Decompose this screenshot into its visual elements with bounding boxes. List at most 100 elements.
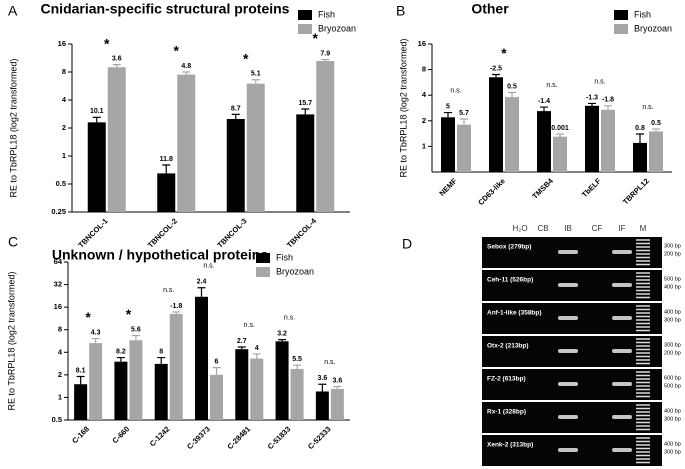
marker-label: 300 bp <box>664 317 681 323</box>
bar <box>457 124 471 172</box>
significance: n.s. <box>642 104 653 111</box>
error-bar <box>636 133 644 143</box>
significance: * <box>243 50 249 66</box>
marker-label: 200 bp <box>664 251 681 257</box>
error-bar <box>278 339 287 342</box>
value-annotation: 5.5 <box>292 356 302 363</box>
value-annotation: 15.7 <box>298 100 312 107</box>
marker-label: 400 bp <box>664 284 681 290</box>
y-tick-label: 2 <box>422 116 426 125</box>
y-tick-label: 8 <box>62 67 66 76</box>
bar <box>553 136 567 172</box>
error-bar <box>293 364 302 369</box>
value-annotation: 5 <box>446 103 450 110</box>
legend-label: Fish <box>318 9 335 19</box>
lane-label: IB <box>564 224 572 233</box>
gel-band <box>558 349 578 353</box>
bar <box>330 388 344 420</box>
gel-band <box>612 382 632 386</box>
value-annotation: 0.001 <box>551 125 569 132</box>
value-annotation: 3.6 <box>112 55 122 62</box>
error-bar <box>197 287 206 297</box>
value-annotation: 4.8 <box>181 63 191 70</box>
x-tick-label: TbELF <box>580 176 603 199</box>
bar <box>114 361 128 420</box>
significance: n.s. <box>244 322 255 329</box>
bar <box>177 74 196 213</box>
y-tick-label: 8 <box>58 325 62 334</box>
y-tick-label: 16 <box>58 39 66 48</box>
gel-row-label: Otx-2 (213bp) <box>487 343 529 350</box>
panel-label: C <box>8 234 18 250</box>
bar <box>246 83 265 212</box>
gel-band <box>558 415 578 419</box>
y-tick-label: 8 <box>422 65 426 74</box>
gel-band <box>558 382 578 386</box>
y-tick-label: 1 <box>58 392 62 401</box>
x-tick-label: C-39373 <box>185 424 212 451</box>
y-tick-label: 0.5 <box>52 415 62 424</box>
y-tick-label: 4 <box>422 90 427 99</box>
value-annotation: 2.4 <box>197 279 207 286</box>
significance: n.s. <box>546 82 557 89</box>
x-tick-label: TBNCOL-2 <box>146 216 179 249</box>
legend-swatch <box>614 10 628 20</box>
chart-title: Unknown / hypothetical proteins <box>52 247 268 263</box>
bar <box>296 114 315 212</box>
significance: n.s. <box>203 263 214 270</box>
gel-row-label: Anf-1-like (358bp) <box>487 310 542 317</box>
bar <box>315 391 329 420</box>
gel-row-label: FZ-2 (613bp) <box>487 376 526 383</box>
y-tick-label: 1 <box>422 141 426 150</box>
bar <box>649 131 663 172</box>
value-annotation: 3.6 <box>332 377 342 384</box>
error-bar <box>172 311 181 314</box>
chart-title: Cnidarian-specific structural proteins <box>41 1 290 17</box>
bar <box>157 173 176 212</box>
legend-swatch <box>298 24 312 34</box>
legend-label: Bryozoan <box>634 23 672 33</box>
bar <box>226 118 245 212</box>
value-annotation: -1.8 <box>602 97 614 104</box>
x-tick-label: CD63-like <box>476 176 507 207</box>
lane-label: CB <box>537 224 548 233</box>
error-bar <box>444 111 452 118</box>
marker-label: 600 bp <box>664 375 681 381</box>
value-annotation: -1.4 <box>538 98 550 105</box>
value-annotation: 0.8 <box>635 125 645 132</box>
marker-label: 400 bp <box>664 441 681 447</box>
error-bar <box>157 356 166 364</box>
bar <box>250 358 264 420</box>
bar <box>210 374 223 420</box>
y-tick-label: 0.25 <box>51 207 66 216</box>
bar <box>489 77 503 172</box>
error-bar <box>604 105 612 110</box>
significance: * <box>104 35 110 51</box>
y-tick-label: 32 <box>54 280 62 289</box>
marker-label: 200 bp <box>664 350 681 356</box>
y-axis-label: RE to TbRPL18 (log2 transformed) <box>8 59 18 198</box>
bar <box>601 109 615 172</box>
error-bar <box>301 108 310 115</box>
error-bar <box>321 58 330 62</box>
x-tick-label: C-1242 <box>148 424 172 448</box>
error-bar <box>652 128 660 132</box>
error-bar <box>540 106 548 112</box>
y-axis-label: RE to TbRPL18 (log2 transformed) <box>398 39 408 178</box>
lane-label: IF <box>618 224 625 233</box>
panel-label: D <box>402 236 412 252</box>
error-bar <box>231 113 240 119</box>
error-bar <box>92 116 101 123</box>
significance: n.s. <box>324 359 335 366</box>
error-bar <box>116 356 125 362</box>
value-annotation: 8.7 <box>231 105 241 112</box>
bar <box>74 384 88 420</box>
significance: * <box>501 45 507 61</box>
error-bar <box>212 366 221 375</box>
bar <box>537 111 551 172</box>
bar <box>505 97 519 172</box>
legend-label: Bryozoan <box>276 266 314 276</box>
x-tick-label: C-168 <box>70 424 91 445</box>
marker-label: 300 bp <box>664 449 681 455</box>
